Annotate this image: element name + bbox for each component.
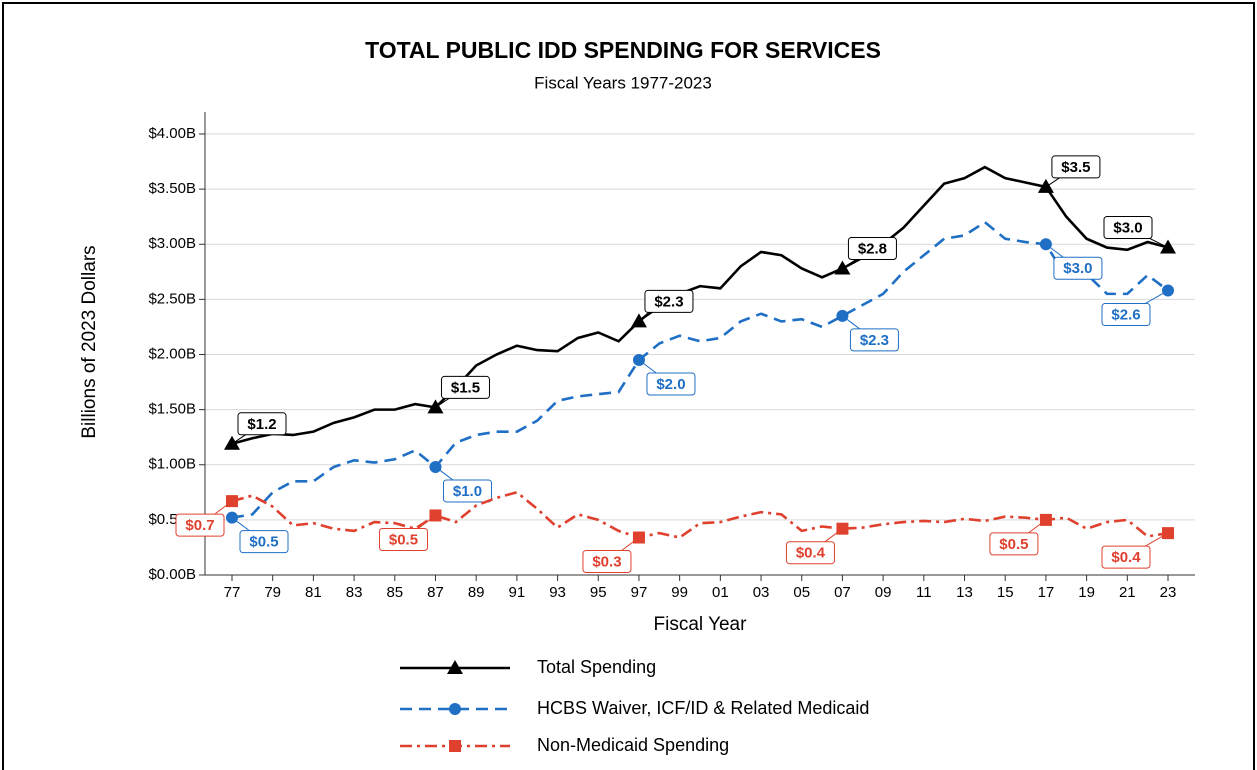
series-line: [231, 165, 1169, 446]
y-tick-label: $3.00B: [148, 235, 196, 252]
data-label: $2.8: [858, 240, 887, 257]
marker: [224, 435, 240, 450]
x-tick-label: 95: [590, 584, 607, 601]
data-label: $0.7: [185, 517, 214, 534]
label-box: [1051, 155, 1101, 179]
data-label: $0.5: [249, 534, 278, 551]
x-tick-label: 17: [1038, 584, 1055, 601]
label-box: [237, 412, 287, 436]
label-box: [785, 541, 835, 565]
x-tick-label: 81: [305, 584, 322, 601]
data-label: $0.4: [1111, 549, 1141, 566]
data-label: $2.6: [1111, 307, 1140, 324]
data-label: $3.0: [1063, 260, 1092, 277]
x-tick-label: 79: [264, 584, 281, 601]
x-tick-label: 21: [1119, 584, 1136, 601]
marker: [834, 260, 851, 275]
marker: [1160, 239, 1176, 254]
legend-marker: [449, 740, 461, 752]
data-label: $0.5: [999, 536, 1028, 553]
marker: [429, 509, 442, 522]
label-box: [847, 237, 897, 261]
y-tick-label: $3.50B: [148, 180, 196, 197]
x-tick-label: 11: [916, 584, 932, 601]
legend-label: Total Spending: [537, 657, 656, 677]
x-tick-label: 13: [956, 584, 973, 601]
y-tick-label: $0.00B: [148, 566, 196, 583]
x-tick-label: 15: [997, 584, 1014, 601]
data-label: $3.5: [1061, 159, 1090, 176]
y-tick-label: $2.50B: [148, 290, 196, 307]
legend-marker: [449, 703, 461, 715]
x-tick-label: 77: [224, 584, 241, 601]
label-box: [1101, 545, 1151, 569]
label-box: [440, 375, 490, 399]
y-tick-label: $4.00B: [148, 125, 196, 142]
x-tick-label: 09: [875, 584, 892, 601]
data-label: $1.2: [247, 416, 276, 433]
x-tick-label: 99: [671, 584, 688, 601]
x-tick-label: 87: [427, 584, 444, 601]
label-box: [442, 479, 492, 503]
x-tick-label: 91: [509, 584, 526, 601]
data-label: $0.3: [592, 553, 621, 570]
y-axis-title: Billions of 2023 Dollars: [79, 245, 100, 438]
label-box: [378, 527, 428, 551]
label-box: [582, 550, 632, 574]
label-box: [1053, 256, 1103, 280]
x-tick-label: 05: [793, 584, 810, 601]
marker: [630, 313, 647, 328]
x-axis-title: Fiscal Year: [654, 614, 748, 635]
label-box: [989, 532, 1039, 556]
x-tick-label: 23: [1160, 584, 1177, 601]
x-tick-label: 85: [386, 584, 403, 601]
marker: [427, 399, 444, 414]
data-label: $0.4: [796, 545, 826, 562]
label-box: [239, 530, 289, 554]
label-box: [175, 513, 225, 537]
y-tick-label: $2.00B: [148, 345, 196, 362]
series-line: [231, 490, 1169, 539]
series-line: [231, 220, 1169, 519]
data-label: $0.5: [389, 531, 418, 548]
data-label: $2.3: [860, 332, 889, 349]
marker: [1037, 178, 1054, 193]
x-tick-label: 97: [631, 584, 648, 601]
data-label: $2.3: [654, 293, 683, 310]
x-tick-label: 83: [346, 584, 363, 601]
label-box: [1103, 216, 1153, 240]
y-tick-label: $1.50B: [148, 401, 196, 418]
data-label: $1.0: [453, 483, 482, 500]
x-tick-label: 07: [834, 584, 851, 601]
legend-label: HCBS Waiver, ICF/ID & Related Medicaid: [537, 698, 869, 718]
legend-label: Non-Medicaid Spending: [537, 735, 729, 755]
data-label: $2.0: [656, 376, 685, 393]
chart-subtitle: Fiscal Years 1977-2023: [534, 73, 712, 92]
data-label: $1.5: [451, 379, 480, 396]
x-tick-label: 19: [1078, 584, 1095, 601]
x-tick-label: 89: [468, 584, 485, 601]
chart-title: TOTAL PUBLIC IDD SPENDING FOR SERVICES: [365, 37, 881, 63]
y-tick-label: $1.00B: [148, 456, 196, 473]
legend-marker: [447, 660, 463, 674]
label-box: [1101, 303, 1151, 327]
label-box: [646, 372, 696, 396]
x-tick-label: 03: [753, 584, 770, 601]
data-label: $3.0: [1113, 220, 1142, 237]
label-box: [849, 328, 899, 352]
x-tick-label: 01: [712, 584, 729, 601]
x-tick-label: 93: [549, 584, 566, 601]
label-box: [644, 289, 694, 313]
